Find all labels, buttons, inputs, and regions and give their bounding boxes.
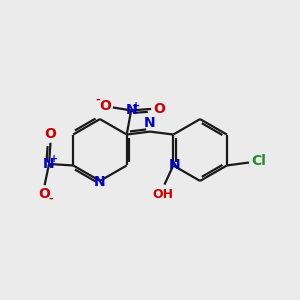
Text: -: - bbox=[49, 194, 53, 203]
Text: N: N bbox=[125, 103, 137, 117]
Text: N: N bbox=[144, 116, 156, 130]
Text: O: O bbox=[39, 187, 50, 201]
Text: +: + bbox=[50, 154, 59, 164]
Text: N: N bbox=[43, 157, 55, 171]
Text: O: O bbox=[45, 127, 56, 141]
Text: +: + bbox=[132, 101, 140, 111]
Text: N: N bbox=[94, 175, 106, 188]
Text: O: O bbox=[100, 99, 112, 113]
Text: N: N bbox=[169, 158, 181, 172]
Text: O: O bbox=[154, 102, 165, 116]
Text: -: - bbox=[95, 95, 100, 105]
Text: Cl: Cl bbox=[251, 154, 266, 168]
Text: OH: OH bbox=[152, 188, 173, 200]
